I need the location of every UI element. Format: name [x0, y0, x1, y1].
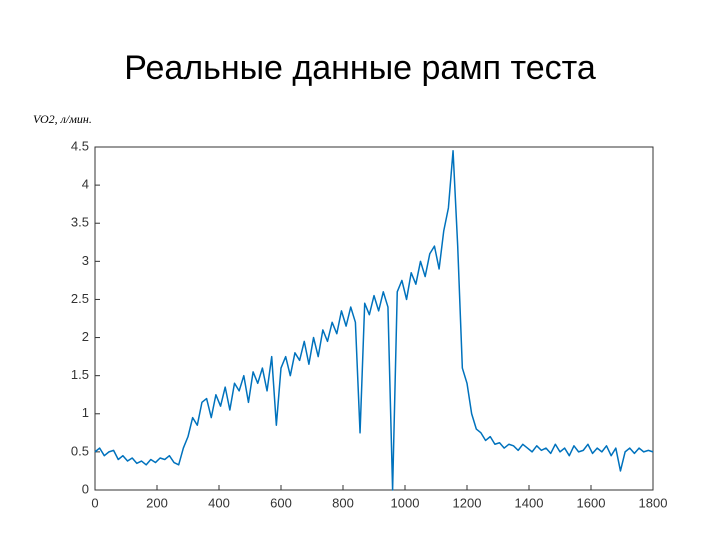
x-tick-label: 1600: [577, 495, 606, 510]
x-tick-label: 1800: [639, 495, 668, 510]
x-tick-label: 400: [208, 495, 230, 510]
x-tick-label: 200: [146, 495, 168, 510]
x-tick-label: 1200: [453, 495, 482, 510]
y-tick-label: 0.5: [71, 443, 89, 458]
y-tick-label: 0: [82, 481, 89, 496]
x-tick-label: 800: [332, 495, 354, 510]
x-tick-label: 600: [270, 495, 292, 510]
x-tick-label: 1000: [391, 495, 420, 510]
y-tick-label: 2.5: [71, 291, 89, 306]
y-tick-label: 1.5: [71, 367, 89, 382]
y-tick-label: 3: [82, 253, 89, 268]
plot-frame: [94, 146, 654, 491]
y-tick-label: 1: [82, 405, 89, 420]
data-line: [94, 150, 654, 491]
y-tick-label: 4.5: [71, 138, 89, 153]
y-tick-label: 4: [82, 177, 89, 192]
y-tick-label: 2: [82, 329, 89, 344]
y-axis-label: VO2, л/мин.: [33, 112, 92, 126]
slide-title: Реальные данные рамп теста: [124, 49, 596, 87]
y-tick-label: 3.5: [71, 215, 89, 230]
x-tick-label: 1400: [515, 495, 544, 510]
x-tick-label: 0: [91, 495, 98, 510]
